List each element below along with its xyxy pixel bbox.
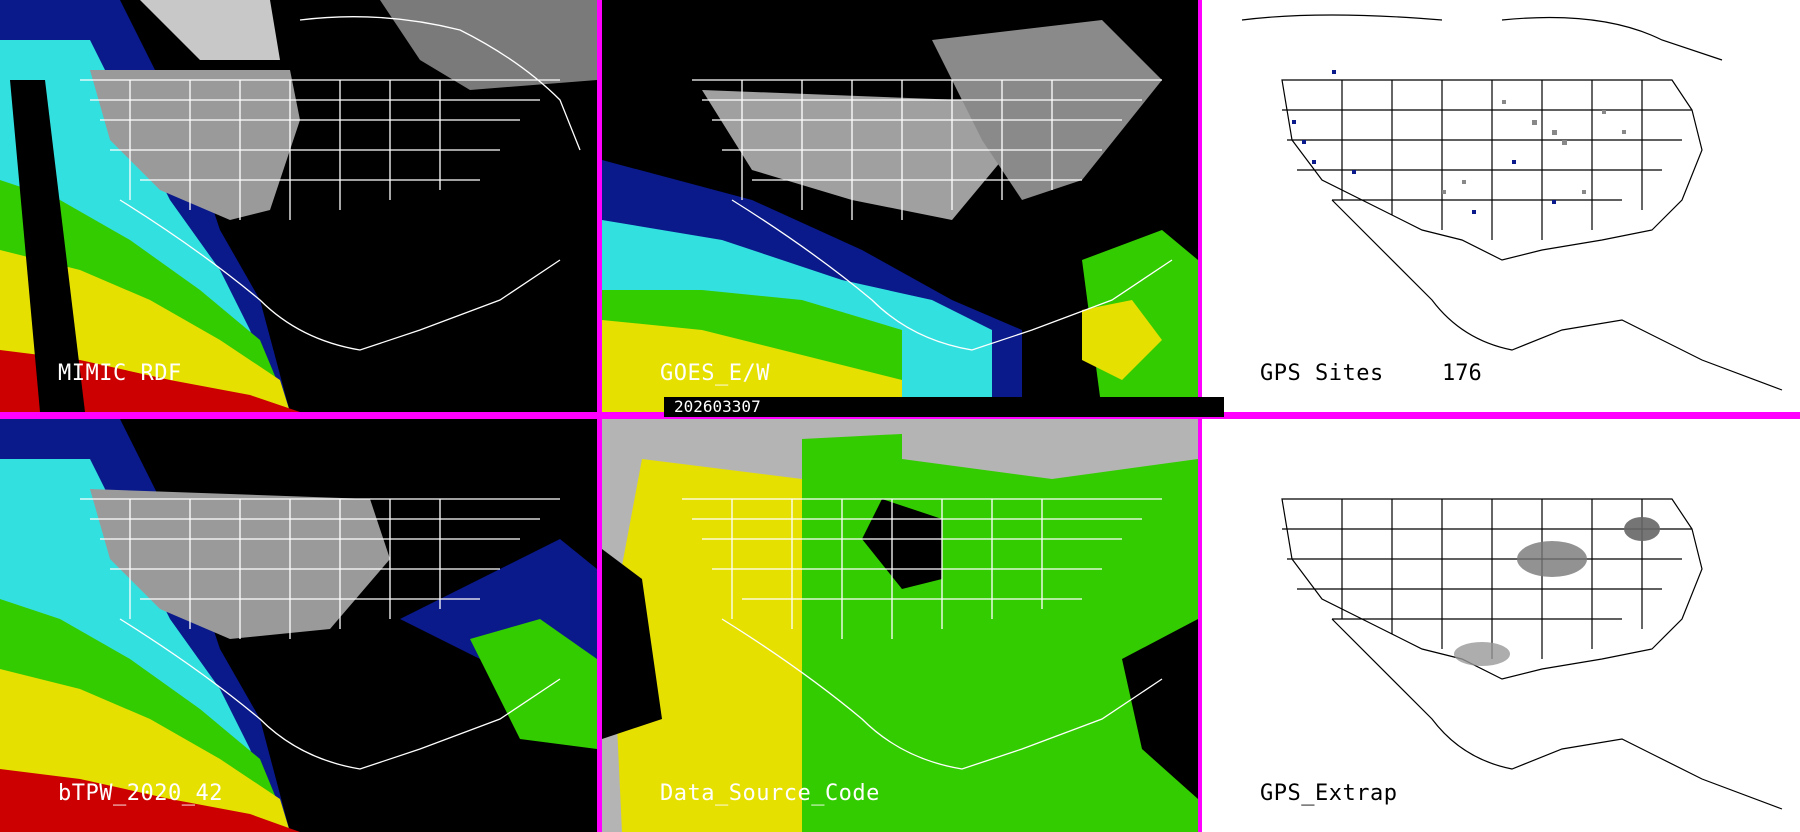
map-panel-gps-extrap: GPS_Extrap — [1202, 419, 1800, 832]
panel-label: Data_Source_Code — [660, 781, 880, 806]
panel-label: GPS Sites — [1260, 361, 1384, 386]
goes-map — [602, 0, 1198, 412]
mimic-map — [0, 0, 597, 412]
gps-sites-map — [1202, 0, 1800, 412]
panel-label: bTPW_2020_42 — [58, 781, 223, 806]
data-source-map — [602, 419, 1198, 832]
map-panel-gps-sites: GPS Sites 176 — [1202, 0, 1800, 412]
timestamp-bar: 202603307 — [664, 397, 1224, 417]
gps-site-count: 176 — [1442, 361, 1482, 386]
map-panel-data-source: Data_Source_Code — [602, 419, 1198, 832]
panel-label: GOES_E/W — [660, 361, 770, 386]
btpw-map — [0, 419, 597, 832]
map-panel-mimic-rdf: MIMIC RDF — [0, 0, 597, 412]
panel-label: MIMIC RDF — [58, 361, 182, 386]
panel-label: GPS_Extrap — [1260, 781, 1398, 806]
map-panel-btpw: bTPW_2020_42 — [0, 419, 597, 832]
gps-extrap-map — [1202, 419, 1800, 832]
map-panel-goes: GOES_E/W — [602, 0, 1198, 412]
